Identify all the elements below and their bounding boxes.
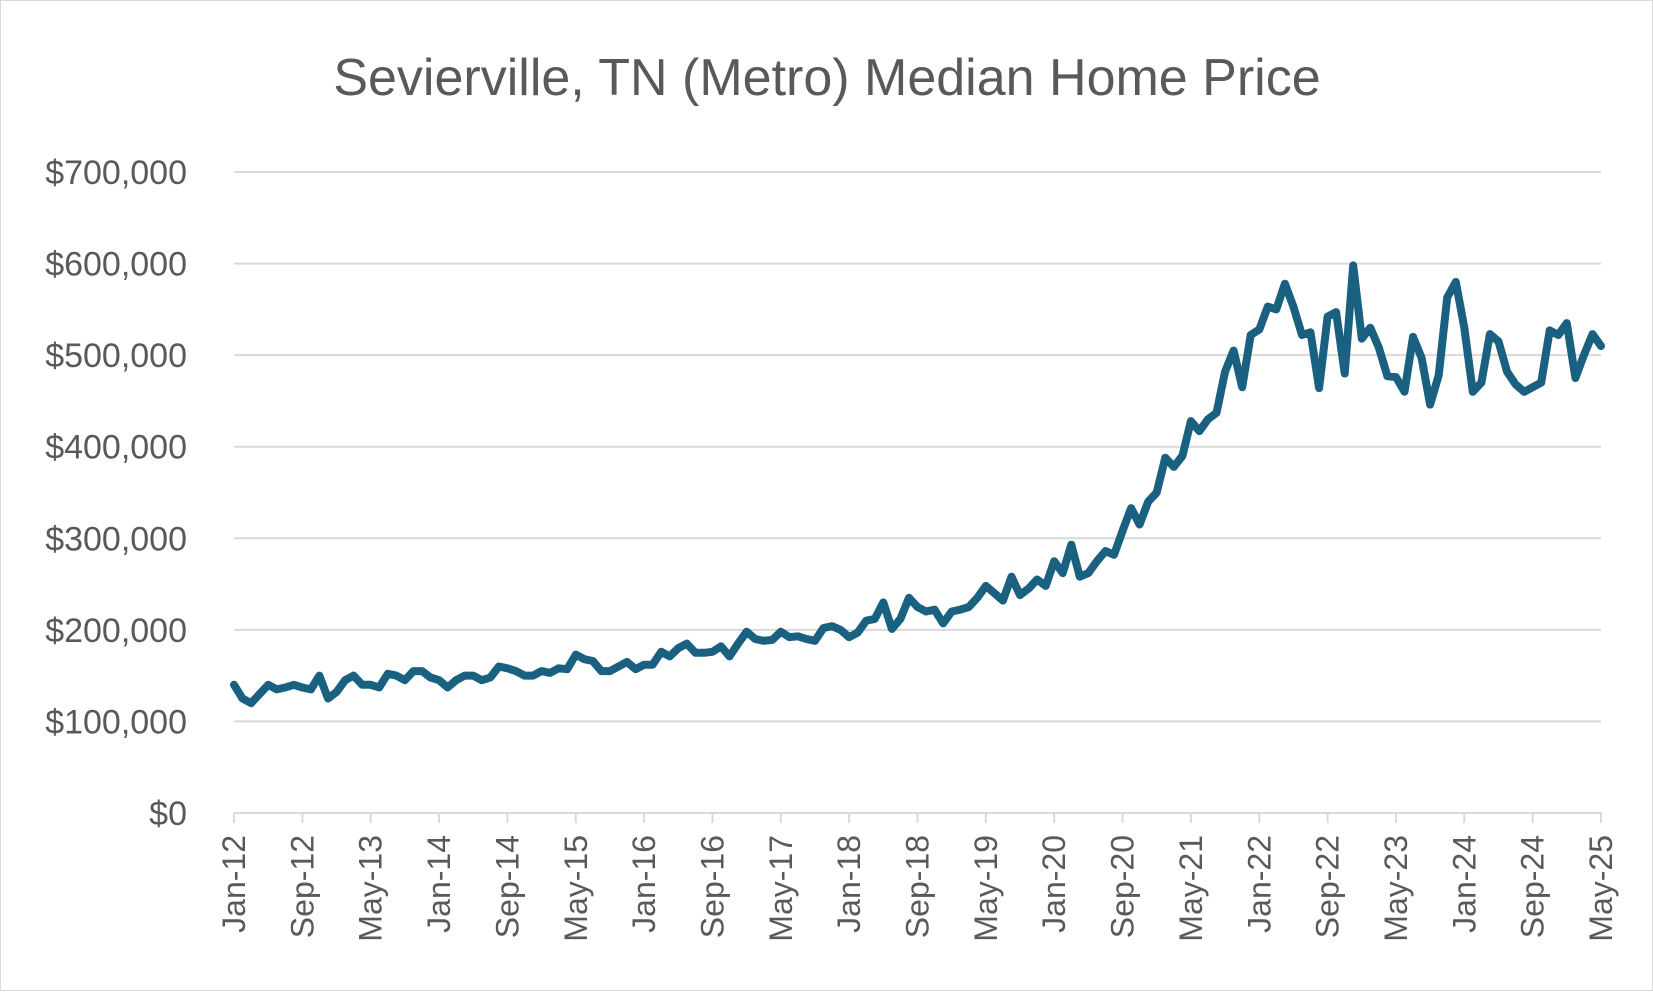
y-tick-label: $200,000 xyxy=(45,612,187,650)
y-axis-tick-labels: $0 $100,000 $200,000 $300,000 $400,000 $500,0… xyxy=(45,154,187,833)
x-tick-label: May-13 xyxy=(353,835,389,942)
x-tick-label: Sep-14 xyxy=(489,835,525,938)
chart-title: Sevierville, TN (Metro) Median Home Pric… xyxy=(333,49,1320,107)
x-tick-label: Sep-22 xyxy=(1310,835,1346,938)
x-tick-label: Jan-12 xyxy=(216,835,252,933)
y-tick-label: $500,000 xyxy=(45,337,187,375)
y-tick-label: $700,000 xyxy=(45,154,187,192)
x-tick-label: May-21 xyxy=(1173,835,1209,942)
series-line-median-home-price xyxy=(230,261,1605,708)
y-tick-label: $600,000 xyxy=(45,246,187,284)
x-tick-label: May-25 xyxy=(1583,835,1619,942)
x-tick-label: Sep-16 xyxy=(694,835,730,938)
series-group xyxy=(230,261,1605,708)
y-tick-label: $100,000 xyxy=(45,703,187,741)
x-axis-tick-labels: Jan-12 Sep-12 May-13 Jan-14 Sep-14 May-15 Jan-… xyxy=(216,835,1619,942)
x-tick-label: Jan-18 xyxy=(831,835,867,933)
x-tick-label: Sep-12 xyxy=(284,835,320,938)
y-tick-label: $300,000 xyxy=(45,520,187,558)
x-tick-label: May-23 xyxy=(1378,835,1414,942)
x-tick-label: Jan-20 xyxy=(1036,835,1072,933)
x-tick-label: May-15 xyxy=(558,835,594,942)
x-tick-label: Jan-24 xyxy=(1446,835,1482,933)
x-axis xyxy=(233,812,1602,823)
y-tick-label: $400,000 xyxy=(45,429,187,467)
x-tick-label: Sep-18 xyxy=(900,835,936,938)
x-tick-label: Jan-16 xyxy=(626,835,662,933)
x-tick-label: Sep-20 xyxy=(1105,835,1141,938)
x-tick-label: Jan-22 xyxy=(1241,835,1277,933)
y-tick-label: $0 xyxy=(149,795,187,833)
x-tick-label: Sep-24 xyxy=(1515,835,1551,938)
x-tick-label: May-17 xyxy=(763,835,799,942)
x-tick-label: May-19 xyxy=(968,835,1004,942)
x-tick-label: Jan-14 xyxy=(421,835,457,933)
gridlines xyxy=(234,171,1601,723)
